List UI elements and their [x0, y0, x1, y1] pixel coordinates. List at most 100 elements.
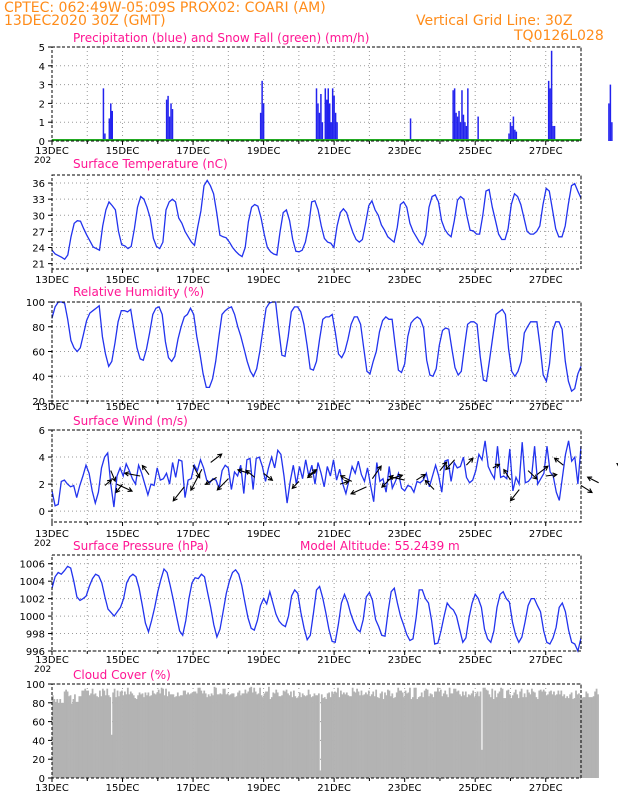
cloud-bar — [124, 691, 126, 778]
cloud-bar — [113, 688, 116, 778]
cloud-bar — [387, 689, 389, 778]
cloud-bar — [463, 695, 466, 778]
precip-bar — [317, 103, 319, 141]
cloud-bar — [588, 697, 591, 778]
precip-bar — [452, 90, 454, 141]
cloud-bar — [126, 687, 129, 778]
cloud-bar — [398, 690, 401, 778]
y-tick-label: 1006 — [20, 560, 45, 571]
cloud-bar — [464, 691, 467, 778]
x-tick-label: 27DEC — [529, 402, 563, 413]
cloud-bar — [436, 687, 439, 778]
x-tick-label: 21DEC — [317, 529, 351, 540]
cloud-bar — [78, 696, 81, 778]
cloud-bar — [325, 699, 328, 778]
cloud-bar — [535, 697, 538, 778]
cloud-bar — [536, 699, 539, 778]
cloud-bar — [63, 691, 66, 778]
cloud-bar — [118, 696, 120, 778]
cloud-bar — [238, 690, 241, 778]
cloud-bar — [497, 693, 500, 778]
cloud-bar — [163, 695, 166, 778]
wind-vector — [339, 479, 350, 486]
cloud-bar — [282, 690, 285, 778]
cloud-bar — [104, 695, 107, 778]
precip-bar — [549, 88, 551, 141]
cloud-bar — [121, 690, 123, 778]
precip-bar — [462, 114, 465, 141]
product-code: TQ0126L028 — [514, 28, 604, 44]
cloud-bar — [151, 690, 154, 778]
cloud-bar — [147, 692, 150, 778]
cloud-bar — [256, 694, 259, 778]
precip-bar — [514, 129, 516, 141]
panel-5 — [48, 554, 582, 655]
cloud-bar — [338, 697, 341, 778]
precip-bar — [550, 50, 553, 142]
cloud-bar — [451, 693, 454, 778]
x-tick-label: 15DEC — [106, 275, 140, 286]
plot-frame — [51, 429, 582, 523]
cloud-bar — [135, 699, 138, 778]
y-tick-label: 80 — [32, 699, 45, 710]
cloud-bar — [218, 694, 220, 778]
cloud-bar — [278, 696, 281, 778]
cloud-bar — [332, 693, 335, 778]
precip-bar — [461, 90, 463, 141]
cloud-bar — [179, 695, 182, 778]
cloud-bar — [116, 690, 119, 778]
cloud-bar — [71, 703, 73, 778]
cloud-bar — [270, 697, 273, 778]
x-tick-label: 23DEC — [388, 529, 422, 540]
cloud-bar — [379, 693, 382, 778]
x-tick-label: 23DEC — [388, 783, 422, 794]
cloud-bar — [550, 690, 552, 778]
cloud-bar — [395, 692, 398, 778]
cloud-bar — [251, 692, 254, 778]
cloud-bar — [74, 694, 76, 778]
cloud-bar — [345, 692, 348, 778]
cloud-bar — [65, 689, 67, 778]
x-tick-label: 23DEC — [388, 402, 422, 413]
cloud-bar — [363, 694, 366, 778]
precip-bar — [171, 109, 174, 141]
precip-bar — [331, 88, 334, 141]
cloud-bar — [297, 697, 300, 778]
cloud-bar — [560, 690, 563, 778]
cloud-bar — [182, 690, 185, 778]
cloud-bar — [112, 692, 115, 778]
cloud-bar — [290, 691, 292, 778]
panel-title: Surface Wind (m/s) — [73, 414, 188, 428]
precip-bar — [611, 122, 613, 141]
cloud-bar — [478, 696, 480, 778]
cloud-bar — [215, 687, 217, 778]
plot-frame — [51, 554, 582, 652]
cloud-bar — [454, 688, 457, 778]
precip-bar — [261, 80, 263, 141]
cloud-bar — [469, 695, 472, 778]
precip-bar — [467, 88, 469, 141]
cloud-bar — [243, 693, 245, 778]
wind-vector — [616, 462, 618, 467]
cloud-bar — [445, 694, 448, 778]
cloud-bar — [165, 688, 167, 778]
cloud-bar — [313, 693, 316, 778]
x-tick-label: 25DEC — [458, 529, 492, 540]
precip-bar — [458, 110, 460, 141]
cloud-bar — [470, 693, 473, 778]
x-tick-label: 13DEC — [35, 655, 69, 666]
cloud-bar — [400, 690, 403, 778]
wind-vector — [216, 478, 229, 491]
cloud-bar — [385, 695, 388, 778]
cloud-bar — [197, 687, 200, 778]
precip-bar — [259, 112, 262, 141]
cloud-bar — [207, 694, 210, 778]
cloud-bar — [329, 697, 332, 778]
cloud-bar — [132, 695, 135, 778]
cloud-bar — [448, 687, 451, 778]
cloud-bar — [431, 694, 433, 778]
cloud-bar — [489, 697, 492, 778]
cloud-bar — [115, 697, 117, 778]
year-stub: 202 — [34, 156, 51, 166]
